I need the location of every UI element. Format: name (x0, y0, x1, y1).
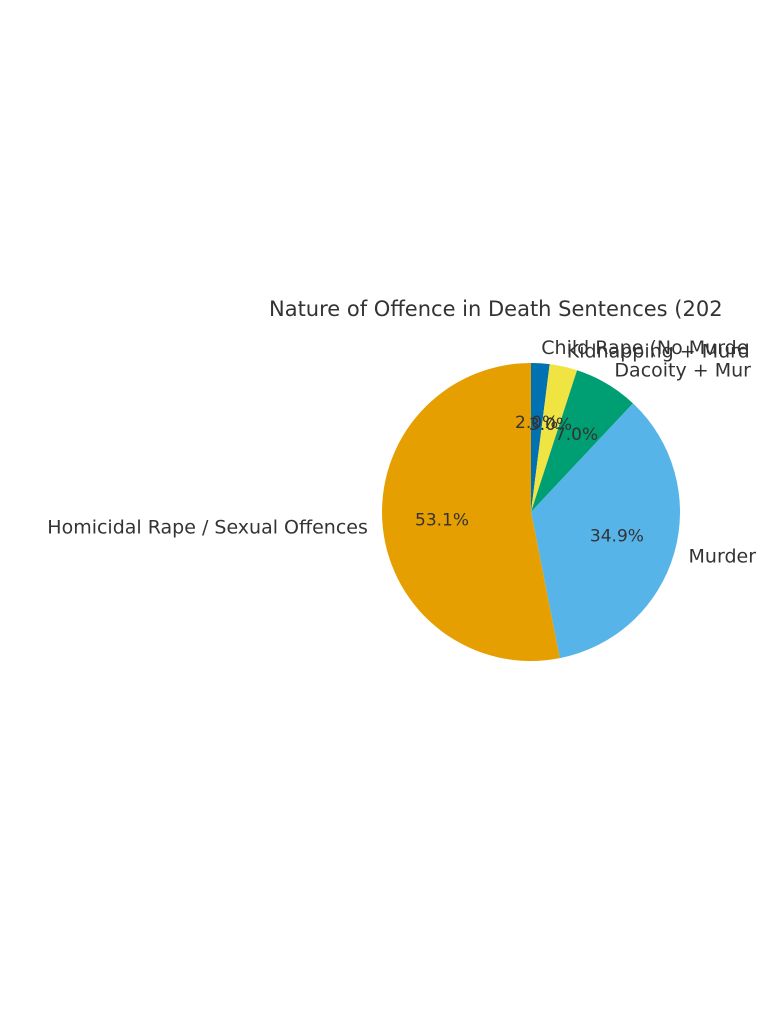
pie-slice-3 (531, 403, 680, 659)
chart-title: Nature of Offence in Death Sentences (20… (269, 297, 723, 321)
slice-percent-4: 53.1% (415, 511, 469, 531)
pie-slice-2 (531, 370, 633, 512)
percent-labels: 2.0%3.0%7.0% 34.9% 53.1% (415, 413, 644, 547)
pie-slice-4 (382, 363, 560, 661)
slice-label-4: Homicidal Rape / Sexual Offences (47, 516, 368, 538)
slice-label-2: Dacoity + Mur (614, 359, 751, 381)
slice-percent-1: 3.0% (529, 415, 572, 435)
slice-label-3: Murder (689, 546, 757, 568)
slice-label-0: Child Rape (No Murde (541, 337, 748, 359)
pie-slices (382, 363, 680, 661)
pie-slice-0 (531, 363, 550, 512)
slice-percent-3: 34.9% (590, 527, 644, 547)
slice-percent-0: 2.0% (515, 413, 558, 433)
pie-slice-1 (531, 364, 578, 512)
slice-label-1: Kidnapping + Murd (567, 341, 750, 363)
slice-percent-2: 7.0% (555, 425, 598, 445)
